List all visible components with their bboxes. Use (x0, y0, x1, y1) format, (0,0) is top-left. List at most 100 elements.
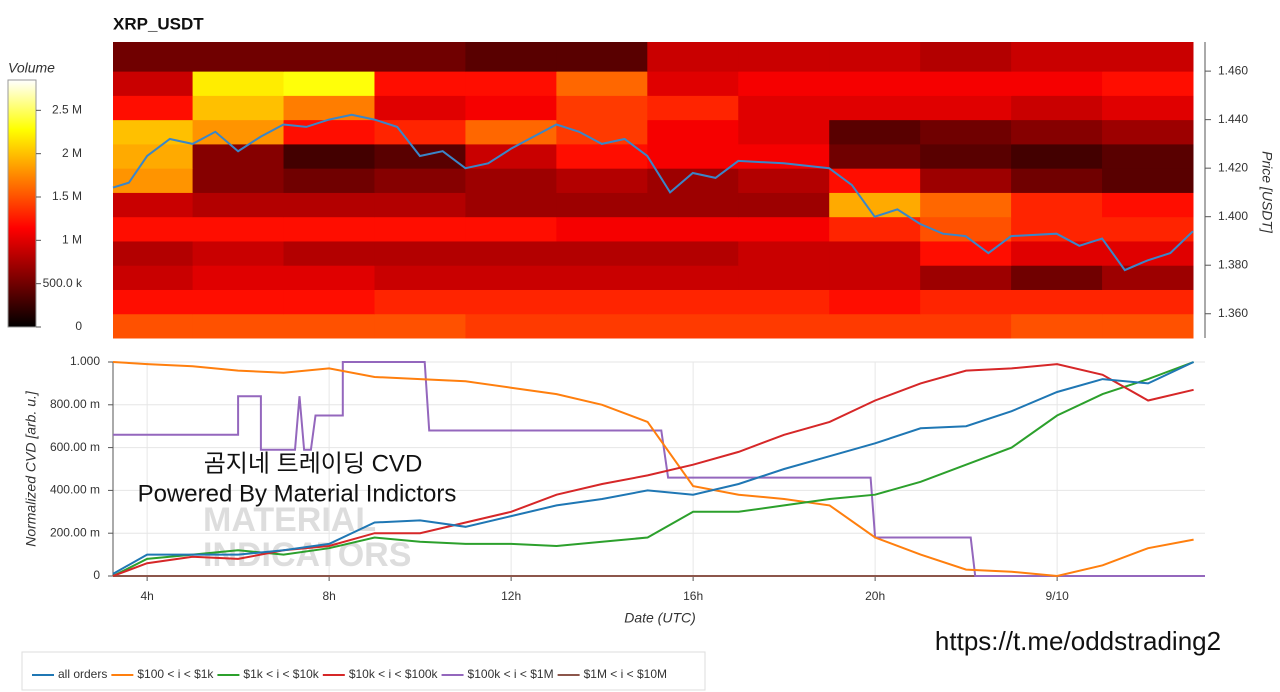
legend-label: $1k < i < $10k (243, 667, 319, 681)
legend-label: $100 < i < $1k (137, 667, 214, 681)
x-tick-label: 4h (140, 589, 153, 603)
heatmap-cell (829, 95, 921, 121)
heatmap-cell (374, 216, 466, 242)
y-tick-label: 0 (93, 568, 100, 582)
heatmap-cell (113, 240, 194, 266)
heatmap-cell (283, 216, 375, 242)
heatmap-cell (647, 289, 739, 315)
colorbar-tick-label: 2 M (62, 146, 82, 160)
heatmap-cell (556, 42, 648, 72)
y-axis-label: Normalized CVD [arb. u.] (23, 390, 39, 547)
y-tick-label: 800.00 m (50, 397, 100, 411)
x-tick-label: 9/10 (1045, 589, 1069, 603)
heatmap-cell (738, 143, 830, 169)
heatmap-cell (374, 42, 466, 72)
heatmap-cell (920, 143, 1012, 169)
y-tick-label: 1.420 (1218, 160, 1248, 174)
heatmap-cell (1011, 265, 1103, 290)
colorbar-label: Volume (8, 60, 55, 76)
heatmap-cell (1102, 216, 1194, 242)
heatmap-cell (1102, 192, 1194, 218)
heatmap-cell (374, 168, 466, 193)
heatmap-cell (1011, 119, 1103, 145)
heatmap-cell (647, 71, 739, 96)
heatmap-cell (113, 95, 194, 121)
heatmap-cell (920, 95, 1012, 121)
chart-title: XRP_USDT (113, 14, 204, 33)
heatmap-cell (556, 95, 648, 121)
heatmap-cell (920, 192, 1012, 218)
colorbar (7, 79, 37, 328)
heatmap-cell (1011, 313, 1103, 339)
heatmap-cell (738, 192, 830, 218)
heatmap-cell (647, 143, 739, 169)
heatmap-cell (1011, 95, 1103, 121)
heatmap-cell (1102, 313, 1194, 339)
heatmap-cell (113, 289, 194, 315)
y-tick-label: 1.460 (1218, 63, 1248, 77)
heatmap-cell (1102, 265, 1194, 290)
heatmap-cell (647, 313, 739, 339)
heatmap-cell (647, 240, 739, 266)
heatmap-cell (283, 42, 375, 72)
colorbar-tick-label: 500.0 k (43, 276, 83, 290)
heatmap-cell (647, 265, 739, 290)
heatmap-cell (1102, 143, 1194, 169)
heatmap-cell (465, 289, 557, 315)
heatmap-cell (1011, 168, 1103, 193)
heatmap-cell (465, 313, 557, 339)
colorbar-tick-label: 1 M (62, 233, 82, 247)
x-axis-label: Date (UTC) (624, 610, 696, 626)
watermark: MATERIAL (203, 501, 376, 539)
y-tick-label: 1.400 (1218, 209, 1248, 223)
y-tick-label: 1.000 (70, 354, 100, 368)
y-tick-label: 1.360 (1218, 306, 1248, 320)
heatmap-cell (920, 313, 1012, 339)
heatmap-cell (556, 289, 648, 315)
heatmap-cell (829, 143, 921, 169)
heatmap-cell (192, 168, 285, 193)
heatmap-cell (738, 313, 830, 339)
heatmap-cell (647, 119, 739, 145)
heatmap-cell (283, 240, 375, 266)
heatmap-cell (283, 71, 375, 96)
heatmap-cell (283, 143, 375, 169)
heatmap-cell (738, 168, 830, 193)
heatmap-cell (1102, 119, 1194, 145)
series-line (112, 361, 1194, 577)
heatmap-cell (374, 95, 466, 121)
heatmap-cell (192, 95, 285, 121)
heatmap-cell (1102, 95, 1194, 121)
legend-label: $10k < i < $100k (349, 667, 439, 681)
legend-box (21, 651, 706, 691)
heatmap-cell (283, 192, 375, 218)
series-line (112, 361, 1194, 578)
heatmap-cell (829, 119, 921, 145)
heatmap-cell (1011, 289, 1103, 315)
heatmap-cell (465, 216, 557, 242)
heatmap-cell (283, 119, 375, 145)
heatmap-cell (465, 71, 557, 96)
heatmap-cell (113, 71, 194, 96)
heatmap-cell (192, 192, 285, 218)
heatmap-cell (1102, 42, 1194, 72)
legend-label: $1M < i < $10M (584, 667, 667, 681)
heatmap-cell (556, 265, 648, 290)
heatmap-cell (1011, 71, 1103, 96)
heatmap-cell (556, 240, 648, 266)
heatmap-cell (1011, 240, 1103, 266)
legend-label: all orders (58, 667, 107, 681)
heatmap-cell (1011, 216, 1103, 242)
colorbar-tick-label: 1.5 M (52, 189, 82, 203)
heatmap-cell (192, 143, 285, 169)
heatmap-cell (647, 42, 739, 72)
heatmap-cell (283, 289, 375, 315)
heatmap-cell (738, 71, 830, 96)
heatmap-cell (920, 265, 1012, 290)
heatmap-cell (192, 313, 285, 339)
heatmap-cell (113, 313, 194, 339)
x-tick-label: 12h (501, 589, 521, 603)
heatmap-cell (1011, 192, 1103, 218)
heatmap-cell (738, 240, 830, 266)
heatmap-cell (113, 265, 194, 290)
